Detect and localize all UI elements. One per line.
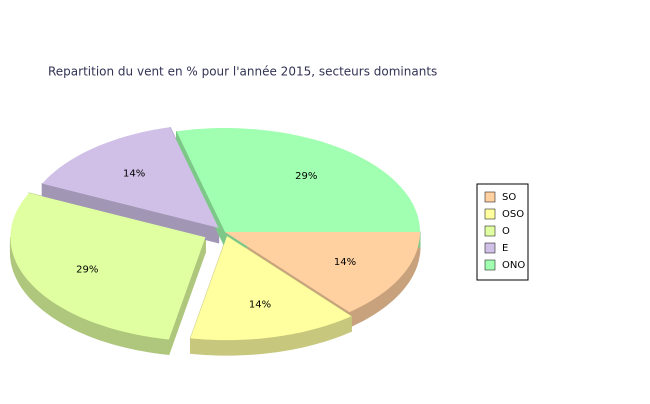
legend-label: ONO <box>502 260 525 271</box>
legend-swatch <box>484 208 496 220</box>
slice <box>225 232 420 313</box>
slice <box>190 236 352 341</box>
data-label: 14% <box>249 300 271 311</box>
legend-swatch <box>484 225 496 237</box>
data-label: 14% <box>334 257 356 268</box>
legend-swatch <box>484 242 496 254</box>
legend-swatch <box>484 191 496 203</box>
legend-label: OSO <box>502 209 524 220</box>
slice <box>176 128 420 232</box>
data-label: 29% <box>76 264 98 275</box>
data-label: 14% <box>123 168 145 179</box>
slice <box>42 127 219 228</box>
chart-title: Repartition du vent en % pour l'année 20… <box>48 65 437 79</box>
legend-label: SO <box>502 192 516 203</box>
slice <box>10 193 206 340</box>
data-label: 29% <box>295 171 317 182</box>
legend-label: E <box>502 243 508 254</box>
legend-label: O <box>502 226 510 237</box>
legend-swatch <box>484 259 496 271</box>
